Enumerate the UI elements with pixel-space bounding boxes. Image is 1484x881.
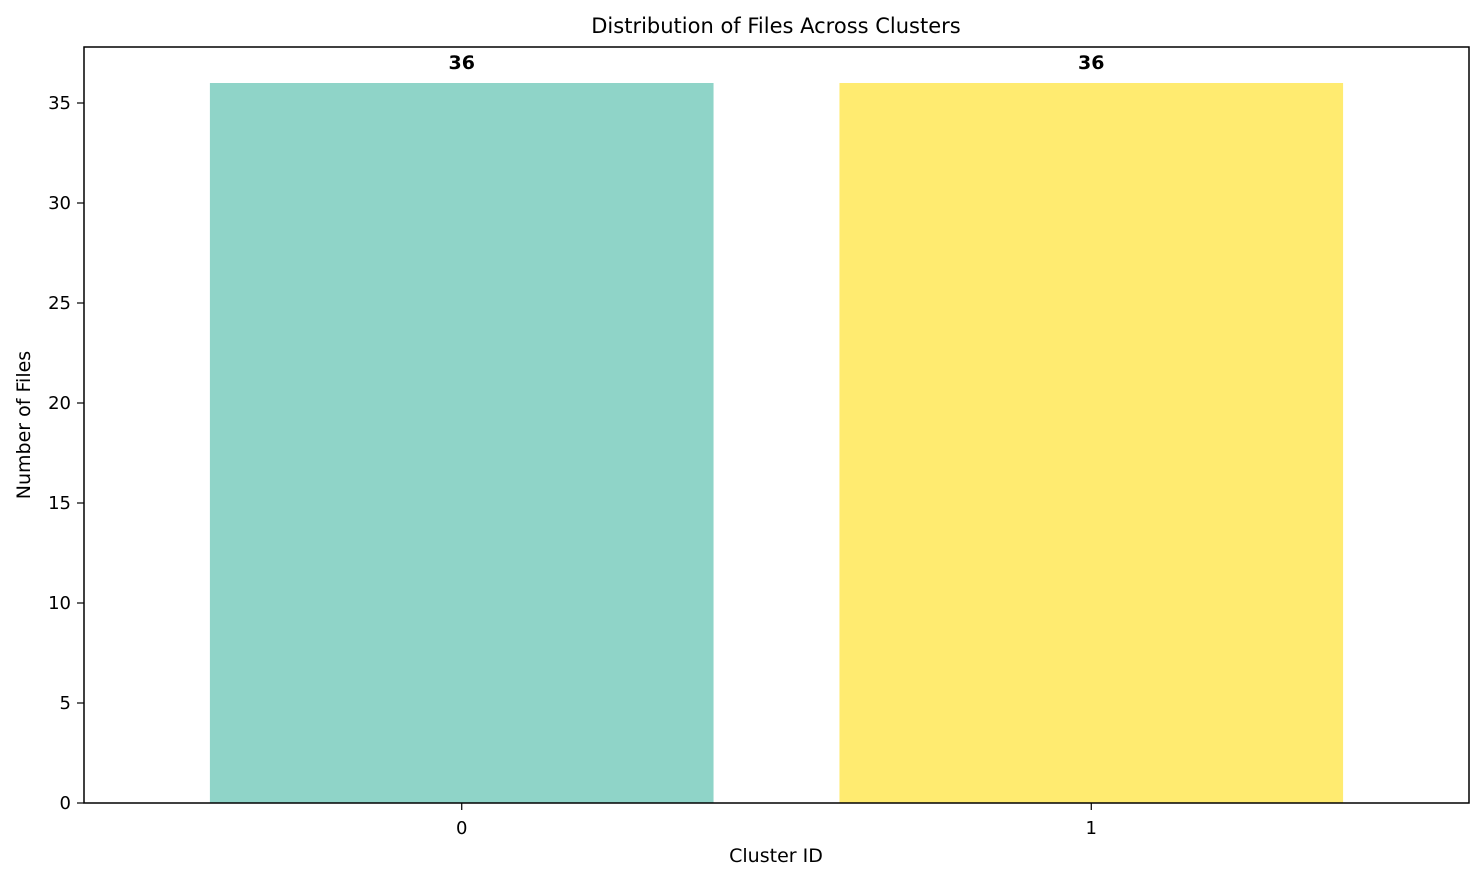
- y-axis-label: Number of Files: [13, 351, 35, 499]
- y-axis: 0 5 10 15 20 25 30 35: [48, 93, 84, 814]
- plot-frame: [83, 46, 1470, 804]
- bar-value-label-0: 36: [449, 52, 475, 74]
- bar-cluster-1: [839, 83, 1344, 803]
- y-tick-label-15: 15: [48, 493, 71, 514]
- y-tick-label-10: 10: [48, 593, 71, 614]
- y-tick-label-35: 35: [48, 93, 71, 114]
- y-tick-label-5: 5: [60, 693, 71, 714]
- x-tick-label-1: 1: [1086, 818, 1097, 839]
- x-axis-label: Cluster ID: [729, 845, 823, 867]
- chart-title: Distribution of Files Across Clusters: [591, 14, 960, 38]
- bar-value-label-1: 36: [1078, 52, 1104, 74]
- y-tick-label-0: 0: [60, 793, 71, 814]
- bar-cluster-0: [209, 83, 714, 803]
- y-tick-label-25: 25: [48, 293, 71, 314]
- y-tick-label-20: 20: [48, 393, 71, 414]
- data-labels-layer: 36 36: [449, 52, 1105, 74]
- bars-layer: [209, 83, 1344, 803]
- x-tick-label-0: 0: [456, 818, 467, 839]
- y-tick-label-30: 30: [48, 193, 71, 214]
